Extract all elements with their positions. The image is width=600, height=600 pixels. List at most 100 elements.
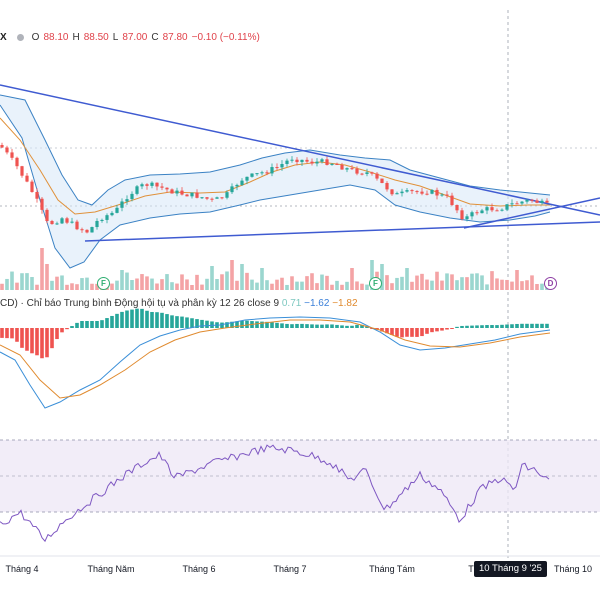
macd-hist-bar [30,328,34,354]
candle-body [300,159,304,163]
macd-hist-bar [335,324,339,328]
time-label-july: Tháng 7 [273,564,307,574]
macd-hist-bar [20,328,24,348]
candle-body [330,163,334,165]
candle-body [245,176,249,181]
volume-bar [420,273,424,290]
volume-bar [115,280,119,290]
event-marker-f-2[interactable]: F [369,277,382,290]
candle-body [105,215,109,220]
volume-bar [110,283,114,290]
macd-hist-bar [435,328,439,332]
volume-bar [390,283,394,290]
volume-bar [340,284,344,290]
macd-hist-bar [110,315,114,328]
macd-hist-bar [325,324,329,328]
volume-bar [480,275,484,290]
bollinger-lower-line [0,104,551,269]
volume-bar [355,281,359,290]
event-marker-d[interactable]: D [544,277,557,290]
candle-body [10,152,14,158]
candle-body [380,178,384,183]
volume-bar [500,279,504,290]
volume-bar [405,268,409,290]
candle-body [115,207,119,213]
macd-hist-bar [10,328,14,339]
bollinger-upper-line [0,94,551,206]
macd-hist-bar [520,323,524,328]
bollinger-band-fill [0,95,550,268]
candle-body [455,204,459,211]
macd-hist-bar [455,326,459,328]
macd-hist-bar [505,324,509,328]
candle-body [545,200,549,203]
volume-bar [220,274,224,290]
macd-hist-bar [200,319,204,328]
candle-body [120,201,124,208]
macd-hist-bar [15,328,19,342]
candle-body [480,210,484,214]
candle-body [70,221,74,223]
candle-body [520,201,524,204]
volume-bar [30,277,34,290]
volume-bar [395,277,399,290]
volume-bar [410,281,414,290]
candle-body [530,199,534,201]
candle-body [20,166,24,176]
macd-hist-bar [230,321,234,328]
candle-body [125,199,129,202]
volume-bar [300,281,304,290]
candle-body [460,210,464,220]
volume-bar [310,273,314,290]
candle-body [30,181,34,192]
macd-line [0,316,551,409]
macd-signal-line [0,319,551,399]
volume-bar [120,270,124,290]
time-label-june: Tháng 6 [182,564,216,574]
macd-hist-bar [330,324,334,328]
volume-bar [520,281,524,290]
event-marker-f-1[interactable]: F [97,277,110,290]
low-value: 87.00 [122,32,148,43]
macd-title[interactable]: CD) · Chỉ báo Trung bình Động hội tụ và … [0,298,217,309]
candle-body [495,210,499,212]
volume-bar [80,278,84,290]
macd-hist-bar [240,320,244,328]
candle-body [410,190,414,192]
macd-hist-bar [420,328,424,337]
trendline-breakout[interactable] [463,197,600,229]
ticker-symbol[interactable]: X [0,32,7,43]
macd-hist-bar [45,328,49,358]
trendline-lower[interactable] [84,221,600,242]
candle-body [160,186,164,188]
candle-body [315,161,319,164]
candle-body [375,173,379,179]
macd-hist-bar [225,322,229,328]
volume-bar [210,266,214,290]
volume-bar [140,274,144,290]
volume-bar [385,275,389,290]
volume-bar [460,277,464,290]
high-label: H [72,32,80,43]
macd-hist-bar [280,323,284,328]
macd-signal-value: −1.82 [332,298,358,309]
volume-bar [415,275,419,290]
macd-hist-bar [525,323,529,328]
candle-body [165,187,169,190]
macd-hist-bar [155,312,159,328]
candle-body [320,159,324,162]
candle-body [25,175,29,182]
candle-body [440,194,444,196]
candle-body [260,172,264,174]
macd-hist-bar [295,323,299,328]
macd-hist-bar [185,317,189,328]
macd-legend: CD) · Chỉ báo Trung bình Động hội tụ và … [0,298,358,309]
volume-bar [320,274,324,290]
macd-hist-bar [425,328,429,334]
macd-hist-bar [165,314,169,328]
macd-hist-bar [120,311,124,328]
candle-body [195,192,199,198]
trendline-upper[interactable] [0,84,600,216]
volume-bar [530,275,534,290]
